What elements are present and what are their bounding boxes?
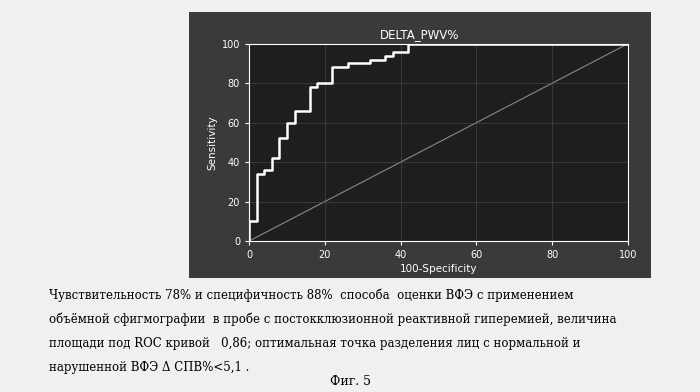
Text: Чувствительность 78% и специфичность 88%  способа  оценки ВФЭ с применением: Чувствительность 78% и специфичность 88%… (49, 288, 573, 301)
Text: площади под ROC кривой   0,86; оптимальная точка разделения лиц с нормальной и: площади под ROC кривой 0,86; оптимальная… (49, 337, 580, 350)
Text: нарушенной ВФЭ Δ СПВ%<5,1 .: нарушенной ВФЭ Δ СПВ%<5,1 . (49, 361, 249, 374)
Y-axis label: Sensitivity: Sensitivity (207, 115, 218, 170)
Text: объёмной сфигмографии  в пробе с постокклюзионной реактивной гиперемией, величин: объёмной сфигмографии в пробе с постоккл… (49, 312, 617, 326)
Text: Фиг. 5: Фиг. 5 (330, 375, 370, 388)
Text: DELTA_PWV%: DELTA_PWV% (380, 28, 460, 41)
X-axis label: 100-Specificity: 100-Specificity (400, 264, 477, 274)
